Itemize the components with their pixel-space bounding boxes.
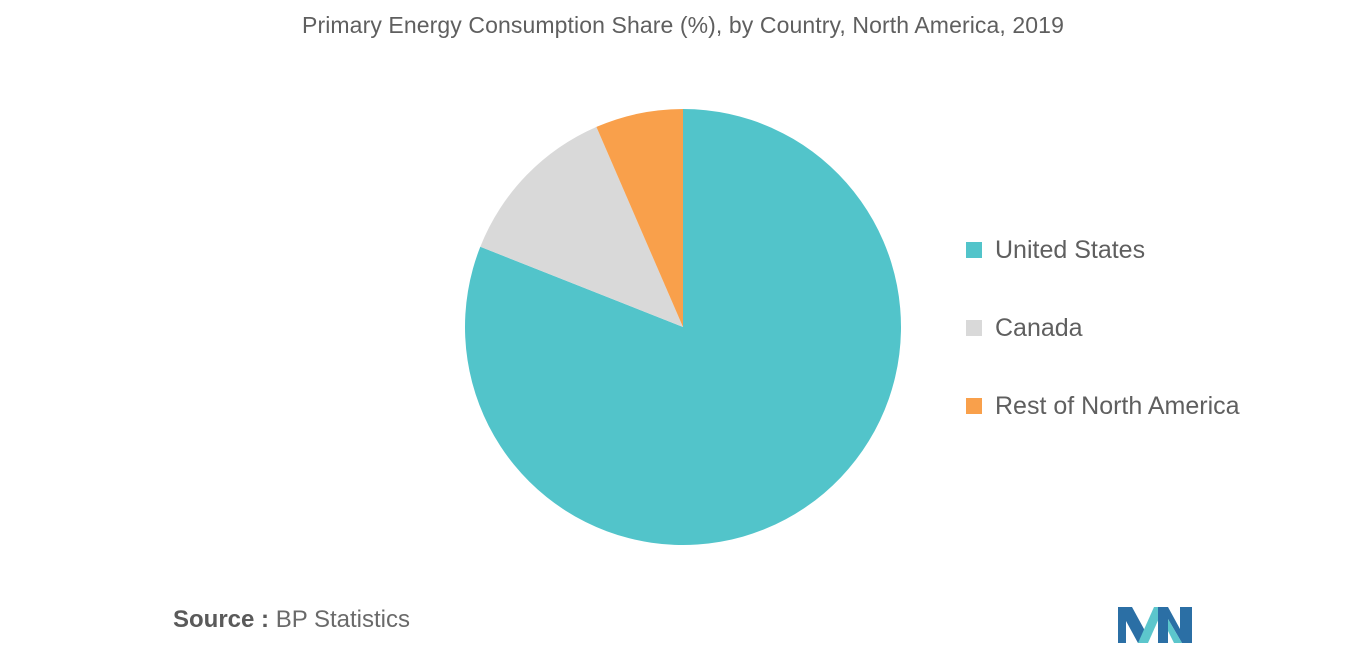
legend-item-canada: Canada [966,311,1240,345]
chart-title: Primary Energy Consumption Share (%), by… [302,12,1064,38]
legend-swatch-rest-of-north-america [966,398,982,414]
pie-slice-canada [480,126,683,327]
legend-label-canada: Canada [995,313,1083,342]
logo-shape-left [1118,607,1144,643]
mordor-intelligence-logo-icon [1118,607,1192,643]
legend-item-rest-of-north-america: Rest of North America [966,389,1240,423]
source-note: Source : BP Statistics [173,606,410,634]
legend-item-united-states: United States [966,233,1240,267]
logo-shape-middle [1138,607,1164,643]
source-label: Source : [173,606,270,633]
legend-label-united-states: United States [995,235,1146,264]
pie-slice-united-states [464,109,902,546]
pie-slices [464,109,902,546]
legend-swatch-united-states [966,242,982,258]
source-value: BP Statistics [275,606,410,633]
logo-shape-right [1158,607,1192,643]
pie-slice-rest-of-north-america [596,109,683,327]
logo-shape-accent [1168,619,1182,643]
chart-legend: United States Canada Rest of North Ameri… [966,233,1240,467]
legend-label-rest-of-north-america: Rest of North America [995,391,1240,420]
legend-swatch-canada [966,320,982,336]
